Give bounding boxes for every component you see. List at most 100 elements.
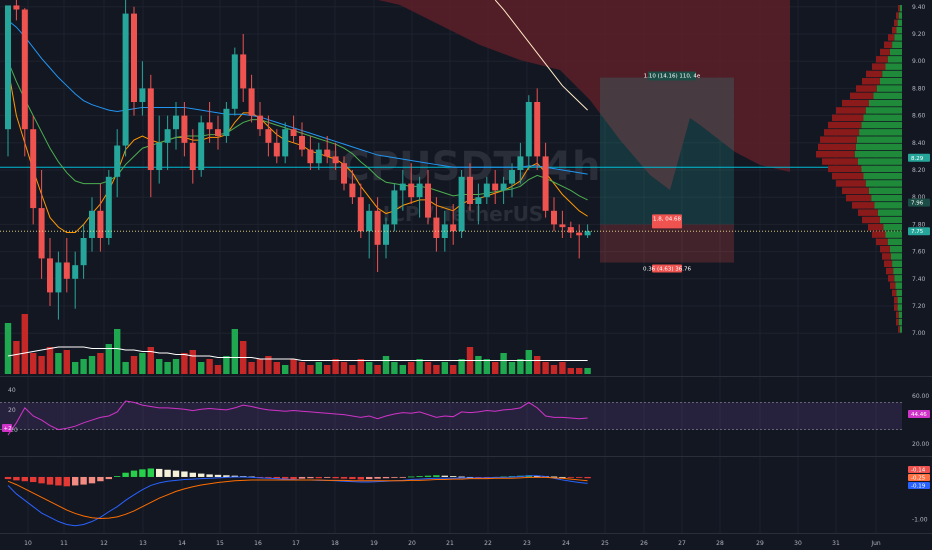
profile-bar-down — [862, 78, 880, 85]
target-label-text: 1.10 (14.16) 110, 4e — [644, 74, 701, 80]
profile-bar-down — [842, 187, 869, 194]
macd-histogram-bar — [458, 476, 465, 478]
time-axis-background — [0, 533, 932, 550]
candle — [89, 197, 95, 252]
candle — [231, 47, 238, 116]
rsi-left-tick: -20 — [8, 427, 18, 434]
price-badge — [908, 198, 930, 207]
candle-body — [223, 108, 230, 136]
stop-label-text: 0.36 (4.63) 36.76 — [643, 266, 692, 272]
time-tick-label: 21 — [446, 540, 454, 547]
macd-histogram-bar — [88, 476, 96, 484]
stop-zone[interactable] — [600, 224, 734, 263]
profile-bar-down — [866, 70, 883, 78]
candle — [416, 176, 423, 218]
profile-bar-down — [894, 304, 898, 311]
candle-body — [189, 142, 196, 170]
candle-body — [215, 129, 221, 136]
rsi-right-tick: 60.00 — [912, 393, 929, 400]
candle — [324, 136, 331, 164]
profile-bar-up — [869, 99, 902, 107]
volume-bar — [315, 362, 322, 374]
profile-bar-up — [891, 253, 902, 260]
volume-bar — [63, 350, 70, 374]
price-tick-label: 7.00 — [912, 330, 926, 337]
profile-bar-up — [894, 275, 902, 282]
price-tick-label: 8.60 — [912, 113, 926, 120]
macd-badge-text: -0.14 — [911, 468, 926, 474]
profile-bar-up — [899, 5, 902, 12]
volume-bar — [172, 359, 180, 374]
price-axis-background — [905, 0, 932, 550]
volume-bar — [38, 356, 45, 374]
volume-bar — [72, 362, 79, 374]
profile-bar-down — [824, 129, 860, 136]
profile-bar-up — [892, 260, 902, 267]
price-tick-label: 9.40 — [912, 4, 926, 11]
macd-histogram-bar — [46, 476, 54, 485]
candle — [374, 197, 381, 272]
position-box[interactable]: 1.10 (14.16) 110, 4e 1.8, 04.68 0.36 (4.63… — [600, 71, 734, 273]
candle — [21, 8, 28, 157]
macd-histogram-bar — [399, 476, 406, 478]
macd-histogram-bar — [416, 476, 423, 477]
target-zone[interactable] — [600, 77, 734, 225]
candle-body — [584, 231, 591, 236]
profile-bar-up — [869, 187, 902, 194]
macd-histogram-bar — [332, 476, 339, 479]
macd-histogram-bar — [550, 476, 558, 478]
profile-bar-down — [880, 48, 890, 56]
macd-panel[interactable]: -1.00 -0.14 -0.25 -0.19 — [4, 466, 930, 527]
candle — [559, 210, 566, 238]
candle — [492, 170, 499, 204]
candle — [273, 129, 280, 164]
candle — [189, 129, 196, 184]
price-axis[interactable]: 9.40 9.20 9.00 8.80 8.60 8.40 8.20 8.00 7.80 7.60… — [905, 0, 932, 550]
macd-histogram-bar — [441, 475, 448, 477]
profile-bar-down — [892, 26, 897, 34]
candle — [80, 224, 87, 279]
volume-bar — [248, 362, 255, 374]
candle-body — [517, 156, 524, 170]
candle — [257, 102, 263, 136]
candle-body — [97, 210, 104, 238]
price-tick-label: 8.80 — [912, 85, 926, 92]
macd-histogram-bar — [139, 469, 146, 477]
rsi-left-tick: 20 — [8, 407, 16, 414]
candle — [97, 183, 104, 252]
profile-bar-down — [896, 12, 899, 19]
macd-histogram-bar — [63, 476, 70, 487]
macd-histogram-bar — [206, 474, 213, 477]
volume-bar — [231, 329, 238, 374]
candle — [315, 142, 322, 170]
macd-histogram-bar — [290, 476, 297, 480]
moving-average-line — [7, 67, 588, 234]
volume-bar — [156, 359, 163, 374]
profile-bar-up — [861, 121, 902, 129]
macd-histogram-bar — [382, 476, 390, 479]
macd-histogram-bar — [576, 476, 583, 478]
candle-body — [282, 129, 289, 157]
rsi-right-tick: 20.00 — [912, 441, 929, 448]
price-badge — [908, 153, 930, 162]
candle-body — [265, 129, 272, 143]
profile-bar-up — [889, 245, 902, 253]
candle — [567, 221, 574, 238]
macd-histogram-bar — [214, 474, 222, 477]
volume-bar — [298, 362, 306, 374]
profile-bar-down — [884, 260, 893, 267]
candle-body — [21, 9, 28, 130]
volume-bar — [391, 362, 398, 374]
stop-label — [652, 264, 682, 273]
profile-bar-up — [885, 63, 902, 70]
candle-body — [492, 183, 499, 191]
time-axis[interactable]: 10 11 12 13 14 15 16 17 18 19 20 21 22 23 24 25 26 27 28 29… — [0, 533, 932, 550]
macd-histogram-bar — [172, 470, 180, 477]
rsi-line — [7, 400, 588, 436]
profile-bar-down — [868, 224, 884, 231]
candle-body — [147, 88, 154, 170]
